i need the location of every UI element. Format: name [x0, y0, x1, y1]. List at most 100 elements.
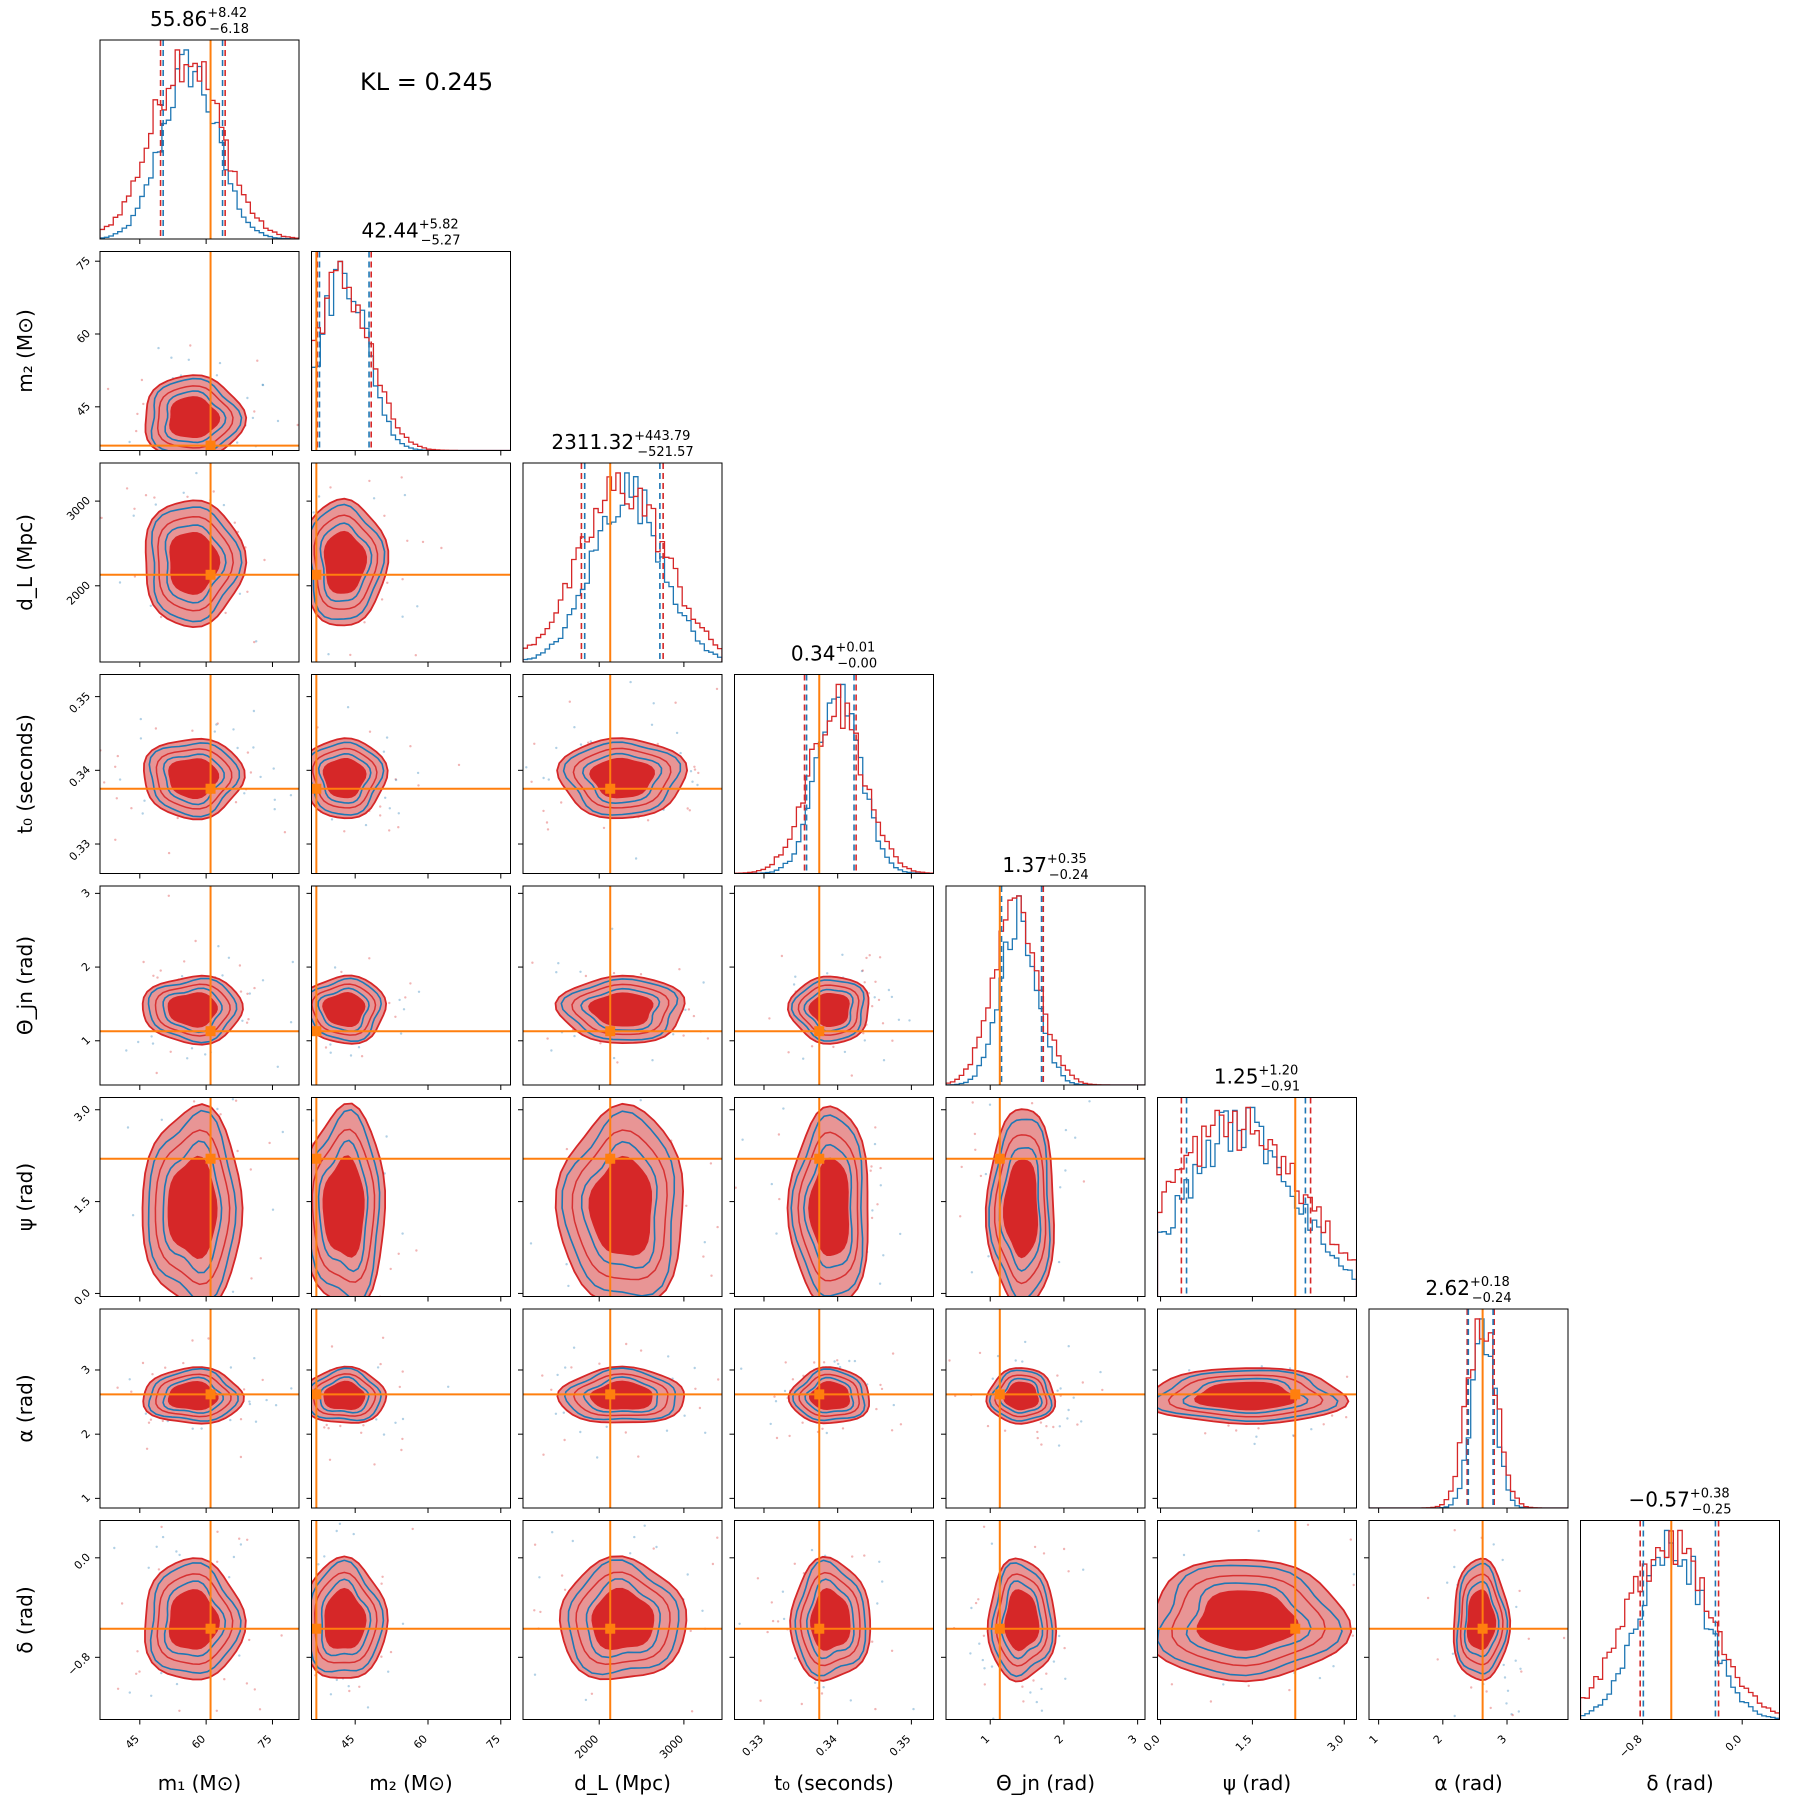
- scatter-point: [1255, 1435, 1258, 1438]
- scatter-point: [1067, 1408, 1070, 1412]
- scatter-point: [1052, 1660, 1056, 1663]
- scatter-point: [715, 687, 719, 691]
- scatter-point: [570, 1366, 573, 1369]
- scatter-point: [103, 781, 106, 784]
- scatter-point: [151, 1373, 154, 1376]
- scatter-point: [154, 503, 157, 506]
- panel-content: [100, 40, 299, 239]
- scatter-point: [716, 1536, 719, 1539]
- scatter-point: [246, 590, 249, 593]
- scatter-point: [568, 700, 571, 703]
- scatter-point: [981, 1658, 984, 1662]
- scatter-point: [567, 1284, 570, 1288]
- scatter-point: [231, 1290, 235, 1294]
- scatter-point: [978, 1351, 982, 1355]
- scatter-point: [394, 1015, 397, 1018]
- scatter-point: [1330, 1414, 1334, 1417]
- scatter-point: [118, 778, 122, 781]
- panel-delta-vs-psi: 0.0 1.5 3.0: [1141, 1520, 1357, 1754]
- scatter-point: [440, 546, 443, 550]
- histogram-series-a: [1580, 1529, 1780, 1720]
- scatter-point: [878, 956, 882, 959]
- scatter-point: [167, 894, 170, 897]
- scatter-point: [261, 383, 264, 386]
- title-plus-error: +8.42: [207, 6, 247, 21]
- title-minus-error: −0.91: [1260, 1080, 1300, 1095]
- scatter-point: [579, 743, 583, 746]
- scatter-point: [978, 1642, 981, 1645]
- scatter-point: [573, 726, 576, 729]
- scatter-point: [1040, 1687, 1043, 1691]
- scatter-point: [533, 1543, 537, 1546]
- panel-content: [734, 886, 934, 1085]
- panel-frame: [522, 1097, 723, 1297]
- scatter-point: [447, 1385, 450, 1389]
- scatter-point: [691, 780, 694, 783]
- scatter-point: [317, 495, 321, 498]
- scatter-point: [1101, 1388, 1104, 1392]
- scatter-point: [868, 954, 871, 957]
- scatter-point: [268, 1141, 271, 1145]
- scatter-point: [170, 356, 173, 359]
- scatter-point: [153, 496, 156, 499]
- scatter-point: [1064, 1677, 1067, 1681]
- scatter-point: [890, 995, 894, 999]
- scatter-point: [207, 1337, 210, 1340]
- scatter-point: [988, 1103, 992, 1106]
- panel-theta-vs-theta: [945, 885, 1146, 1090]
- scatter-point: [248, 992, 251, 995]
- scatter-point: [415, 1249, 418, 1252]
- scatter-point: [584, 974, 588, 978]
- scatter-point: [778, 1197, 781, 1201]
- scatter-point: [1072, 1396, 1075, 1399]
- histogram-series-b: [734, 683, 934, 874]
- scatter-point: [1352, 1583, 1355, 1587]
- scatter-point: [525, 766, 528, 769]
- scatter-point: [352, 1532, 355, 1536]
- scatter-point: [1318, 1676, 1322, 1680]
- scatter-point: [143, 799, 146, 802]
- scatter-point: [147, 1566, 150, 1570]
- panel-content: [734, 1097, 934, 1297]
- scatter-point: [826, 972, 829, 975]
- scatter-point: [646, 819, 650, 822]
- scatter-point: [533, 1609, 536, 1612]
- scatter-point: [848, 1359, 851, 1363]
- panel-frame: [945, 885, 1146, 1086]
- scatter-point: [1057, 1444, 1061, 1447]
- panel-delta-vs-m2: 45 60 75: [306, 1520, 511, 1752]
- scatter-point: [200, 1427, 203, 1430]
- contour-inner-b: [164, 524, 227, 604]
- scatter-point: [696, 783, 699, 787]
- contour-inner-a: [323, 530, 368, 594]
- scatter-point: [180, 975, 184, 978]
- scatter-point: [879, 1383, 882, 1387]
- scatter-point: [565, 1263, 568, 1266]
- x-axis-label-psi: ψ (rad): [1223, 1771, 1291, 1795]
- scatter-point: [557, 962, 560, 965]
- scatter-point: [228, 1576, 231, 1579]
- scatter-point: [546, 1037, 549, 1040]
- panel-title-t0: 0.34+0.01 −0.00: [791, 641, 877, 672]
- scatter-point: [238, 1537, 241, 1540]
- contour-inner-b: [804, 1376, 855, 1414]
- scatter-point: [982, 1634, 986, 1638]
- scatter-point: [125, 487, 129, 490]
- title-value: 42.44: [362, 219, 419, 243]
- scatter-point: [688, 809, 691, 812]
- scatter-point: [853, 1359, 857, 1363]
- scatter-point: [554, 1412, 558, 1416]
- scatter-point: [131, 1214, 135, 1217]
- scatter-point: [740, 1367, 743, 1370]
- x-axis-label-theta: Θ_jn (rad): [996, 1771, 1095, 1795]
- scatter-point: [861, 969, 864, 972]
- truth-marker: [605, 1623, 616, 1634]
- scatter-point: [221, 974, 224, 977]
- scatter-point: [1036, 1436, 1039, 1440]
- scatter-point: [863, 981, 866, 984]
- histogram-series-b: [100, 49, 299, 239]
- scatter-point: [234, 801, 238, 804]
- scatter-point: [182, 491, 185, 494]
- scatter-point: [639, 1349, 643, 1352]
